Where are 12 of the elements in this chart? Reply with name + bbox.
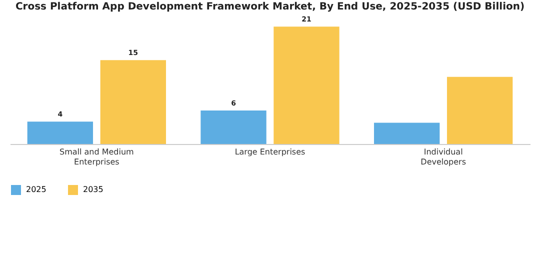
legend-label: 2025 — [26, 185, 46, 194]
x-tick-label: Small and Medium Enterprises — [59, 148, 134, 166]
bar — [374, 122, 440, 144]
bar — [446, 76, 513, 144]
bar — [274, 26, 340, 144]
x-tick-label: Individual Developers — [420, 148, 466, 166]
bar — [200, 110, 266, 144]
bar — [27, 122, 94, 144]
chart-title: Cross Platform App Development Framework Market, By End Use, 2025-2035 (USD Billion) — [15, 2, 525, 13]
legend-label: 2035 — [83, 185, 104, 194]
x-tick-label: Large Enterprises — [234, 148, 306, 156]
bar — [100, 60, 166, 144]
